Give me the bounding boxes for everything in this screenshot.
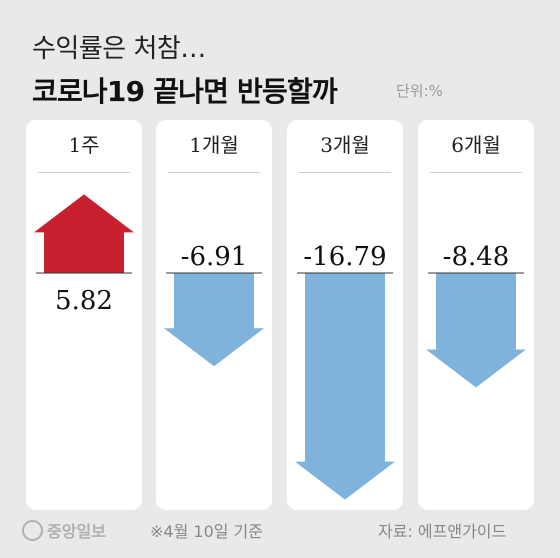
card-divider — [38, 172, 130, 173]
logo-text: 중앙일보 — [47, 522, 106, 541]
category-label: 1주 — [68, 133, 100, 157]
down-arrow-bar — [295, 273, 395, 500]
logo-circle-icon — [22, 520, 43, 541]
down-arrow-bar — [164, 273, 264, 367]
category-label: 3개월 — [320, 133, 370, 157]
card-divider — [299, 172, 391, 173]
card-divider — [430, 172, 522, 173]
category-label: 1개월 — [189, 133, 239, 157]
down-arrow-bar — [426, 273, 526, 388]
publisher-logo: 중앙일보 — [22, 518, 106, 542]
unit-label: 단위:% — [396, 82, 443, 100]
value-label: 5.82 — [55, 286, 113, 316]
card-divider — [168, 172, 260, 173]
card-1w: 1주 — [26, 120, 142, 510]
value-label: -8.48 — [443, 242, 510, 272]
value-label: -6.91 — [181, 242, 248, 272]
date-note: ※4월 10일 기준 — [150, 522, 263, 541]
chart-title: 코로나19 끝나면 반등할까 — [32, 75, 338, 108]
value-label: -16.79 — [303, 242, 386, 272]
up-arrow-bar — [34, 194, 134, 273]
source-note: 자료: 에프앤가이드 — [378, 522, 507, 541]
category-label: 6개월 — [451, 133, 501, 157]
chart-subtitle: 수익률은 처참… — [32, 34, 206, 64]
